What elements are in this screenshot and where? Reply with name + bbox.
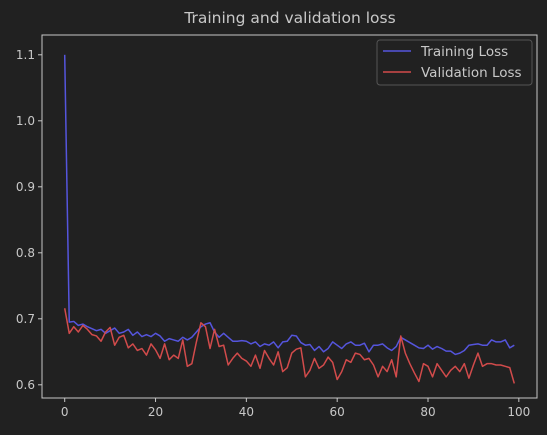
legend-label: Validation Loss <box>421 65 522 81</box>
y-tick-label: 0.6 <box>16 378 35 392</box>
y-tick-label: 1.0 <box>16 114 35 128</box>
x-tick-label: 60 <box>330 405 345 419</box>
axes-frame <box>41 34 538 399</box>
legend-label: Training Loss <box>420 44 508 60</box>
legend-box <box>376 39 533 86</box>
x-tick-label: 0 <box>61 405 69 419</box>
y-tick-label: 0.7 <box>16 312 35 326</box>
x-tick-label: 80 <box>420 405 435 419</box>
axes-layer: 0 20 40 60 80 100 0.6 0.7 0.8 0.9 1.0 1.1 <box>16 34 538 419</box>
x-tick-label: 100 <box>507 405 530 419</box>
y-tick-label: 0.8 <box>16 246 35 260</box>
series-line-validation-loss <box>63 308 516 384</box>
x-tick-label: 40 <box>239 405 254 419</box>
x-tick-label: 20 <box>148 405 163 419</box>
legend: Training Loss Validation Loss <box>376 39 533 86</box>
y-tick-label: 0.9 <box>16 180 35 194</box>
series-line-training-loss <box>63 54 515 356</box>
series-layer <box>63 54 516 384</box>
y-tick-label: 1.1 <box>16 48 35 62</box>
chart-title: Training and validation loss <box>183 9 395 27</box>
